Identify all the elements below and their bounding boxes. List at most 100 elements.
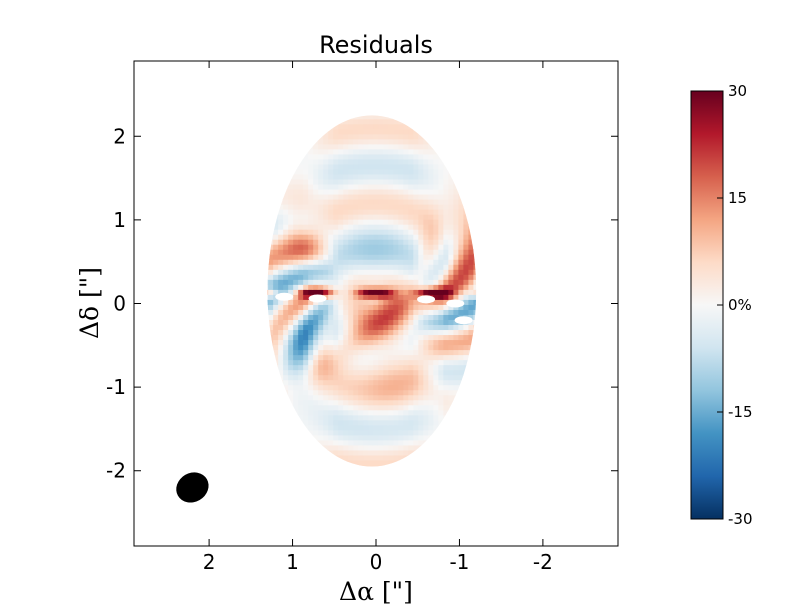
heatmap-cell xyxy=(367,304,374,310)
heatmap-cell xyxy=(422,344,429,351)
heatmap-cell xyxy=(407,334,414,341)
heatmap-cell xyxy=(317,209,324,215)
heatmap-cell xyxy=(392,409,399,416)
heatmap-cell xyxy=(352,219,359,225)
heatmap-cell xyxy=(412,178,419,185)
heatmap-cell xyxy=(442,203,449,210)
heatmap-cell xyxy=(277,229,284,235)
heatmap-cell xyxy=(432,198,439,205)
heatmap-cell xyxy=(442,369,449,376)
heatmap-cell xyxy=(462,294,469,300)
heatmap-cell xyxy=(392,284,399,290)
heatmap-cell xyxy=(332,239,339,245)
heatmap-cell xyxy=(267,274,274,280)
heatmap-cell xyxy=(367,279,374,285)
heatmap-cell xyxy=(357,364,364,371)
heatmap-cell xyxy=(272,279,279,285)
heatmap-cell xyxy=(442,324,449,331)
heatmap-cell xyxy=(337,344,344,351)
heatmap-cell xyxy=(392,188,399,195)
heatmap-cell xyxy=(287,279,294,285)
heatmap-cell xyxy=(352,153,359,160)
heatmap-cell xyxy=(377,244,384,250)
heatmap-cell xyxy=(267,319,274,326)
heatmap-cell xyxy=(427,314,434,320)
heatmap-cell xyxy=(292,334,299,341)
heatmap-cell xyxy=(372,209,379,215)
heatmap-cell xyxy=(417,434,424,441)
heatmap-cell xyxy=(467,299,474,305)
heatmap-cell xyxy=(317,163,324,170)
heatmap-cell xyxy=(372,329,379,336)
heatmap-cell xyxy=(402,424,409,431)
heatmap-cell xyxy=(327,409,334,416)
heatmap-cell xyxy=(397,173,404,180)
heatmap-cell xyxy=(362,334,369,341)
heatmap-cell xyxy=(397,203,404,210)
heatmap-cell xyxy=(357,284,364,290)
heatmap-cell xyxy=(377,459,384,466)
heatmap-cell xyxy=(467,339,474,346)
heatmap-cell xyxy=(317,414,324,421)
heatmap-cell xyxy=(392,349,399,356)
heatmap-cell xyxy=(402,379,409,386)
heatmap-cell xyxy=(342,349,349,356)
heatmap-cell xyxy=(422,148,429,155)
heatmap-cell xyxy=(337,143,344,150)
heatmap-cell xyxy=(287,314,294,320)
heatmap-cell xyxy=(342,434,349,441)
heatmap-cell xyxy=(382,198,389,205)
heatmap-cell xyxy=(422,138,429,145)
heatmap-cell xyxy=(452,369,459,376)
heatmap-cell xyxy=(297,324,304,331)
heatmap-cell xyxy=(297,224,304,230)
heatmap-cell xyxy=(362,309,369,315)
heatmap-cell xyxy=(382,254,389,260)
heatmap-cell xyxy=(347,434,354,441)
heatmap-cell xyxy=(307,173,314,180)
heatmap-cell xyxy=(392,379,399,386)
heatmap-cell xyxy=(447,183,454,190)
heatmap-cell xyxy=(352,279,359,285)
heatmap-cell xyxy=(347,454,354,461)
heatmap-cell xyxy=(362,454,369,461)
heatmap-cell xyxy=(322,399,329,406)
heatmap-cell xyxy=(332,374,339,381)
heatmap-cell xyxy=(422,334,429,341)
heatmap-cell xyxy=(472,284,477,290)
heatmap-cell xyxy=(342,324,349,331)
heatmap-cell xyxy=(417,424,424,431)
heatmap-cell xyxy=(337,259,344,265)
heatmap-cell xyxy=(317,434,324,441)
heatmap-cell xyxy=(367,309,374,315)
heatmap-cell xyxy=(407,198,414,205)
heatmap-cell xyxy=(412,349,419,356)
x-tick-label: 1 xyxy=(286,550,299,574)
heatmap-cell xyxy=(362,234,369,240)
heatmap-cell xyxy=(447,364,454,371)
heatmap-cell xyxy=(322,173,329,180)
heatmap-cell xyxy=(437,173,444,180)
heatmap-cell xyxy=(347,419,354,426)
heatmap-cell xyxy=(442,304,449,310)
heatmap-cell xyxy=(367,244,374,250)
heatmap-cell xyxy=(362,294,369,300)
heatmap-cell xyxy=(427,309,434,315)
heatmap-cell xyxy=(377,374,384,381)
heatmap-cell xyxy=(287,214,294,220)
heatmap-cell xyxy=(327,264,334,270)
heatmap-cell xyxy=(392,143,399,150)
heatmap-cell xyxy=(422,158,429,165)
heatmap-cell xyxy=(417,394,424,401)
heatmap-cell xyxy=(367,193,374,200)
heatmap-cell xyxy=(357,209,364,215)
heatmap-cell xyxy=(332,344,339,351)
heatmap-cell xyxy=(382,143,389,150)
heatmap-cell xyxy=(347,264,354,270)
heatmap-cell xyxy=(372,128,379,135)
heatmap-cell xyxy=(392,244,399,250)
heatmap-cell xyxy=(427,163,434,170)
heatmap-cell xyxy=(412,198,419,205)
heatmap-cell xyxy=(327,424,334,431)
